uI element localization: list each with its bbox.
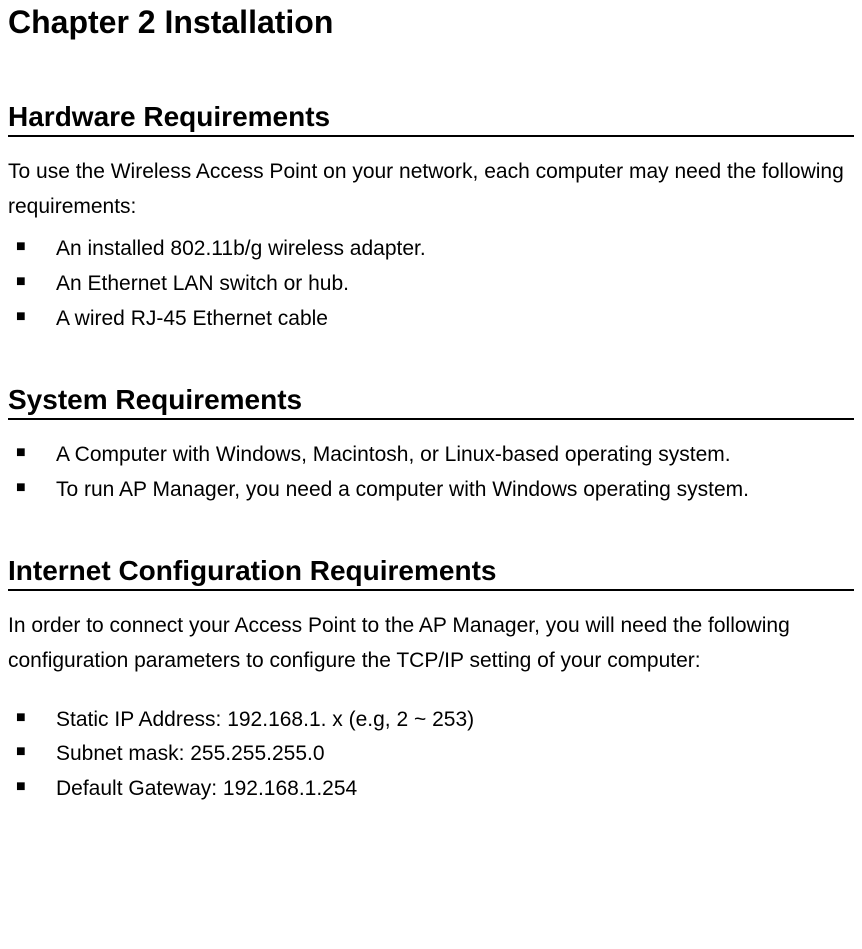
list-item: To run AP Manager, you need a computer w… (8, 473, 854, 508)
hardware-list: An installed 802.11b/g wireless adapter.… (8, 232, 854, 336)
document-page: Chapter 2 Installation Hardware Requirem… (0, 0, 862, 949)
spacer (8, 687, 854, 695)
list-item: Static IP Address: 192.168.1. x (e.g, 2 … (8, 703, 854, 738)
hardware-intro: To use the Wireless Access Point on your… (8, 155, 854, 224)
chapter-title: Chapter 2 Installation (8, 4, 854, 41)
list-item: A Computer with Windows, Macintosh, or L… (8, 438, 854, 473)
internet-section: Internet Configuration Requirements In o… (8, 555, 854, 806)
hardware-heading: Hardware Requirements (8, 101, 854, 137)
internet-heading: Internet Configuration Requirements (8, 555, 854, 591)
hardware-section: Hardware Requirements To use the Wireles… (8, 101, 854, 336)
system-list: A Computer with Windows, Macintosh, or L… (8, 438, 854, 507)
list-item: An installed 802.11b/g wireless adapter. (8, 232, 854, 267)
internet-intro: In order to connect your Access Point to… (8, 609, 854, 678)
list-item: Default Gateway: 192.168.1.254 (8, 772, 854, 807)
system-heading: System Requirements (8, 384, 854, 420)
list-item: Subnet mask: 255.255.255.0 (8, 737, 854, 772)
list-item: A wired RJ-45 Ethernet cable (8, 302, 854, 337)
system-section: System Requirements A Computer with Wind… (8, 384, 854, 507)
internet-list: Static IP Address: 192.168.1. x (e.g, 2 … (8, 703, 854, 807)
list-item: An Ethernet LAN switch or hub. (8, 267, 854, 302)
